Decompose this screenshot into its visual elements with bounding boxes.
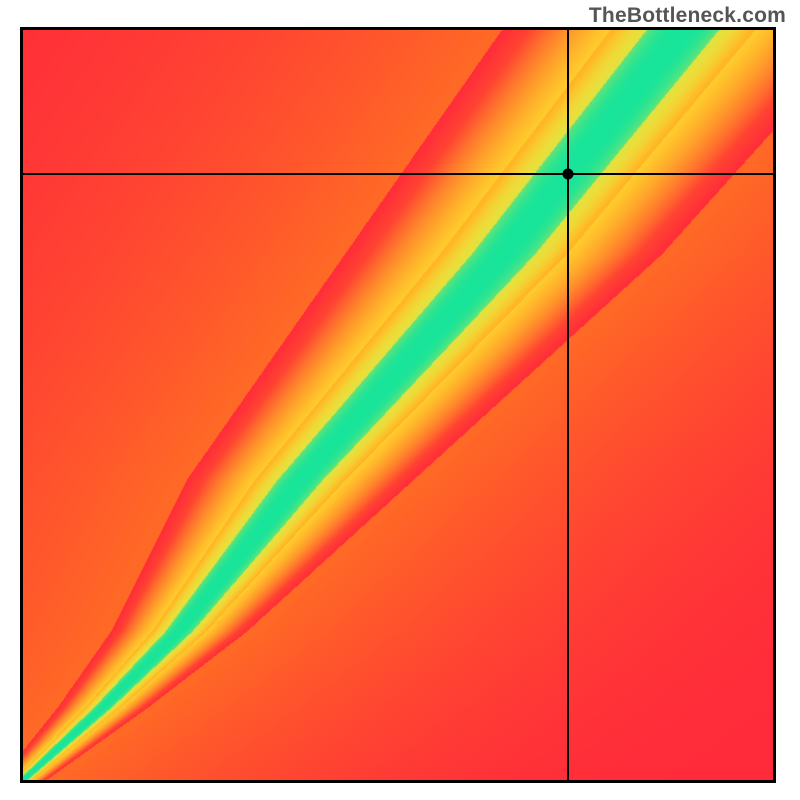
crosshair-vertical: [567, 27, 569, 783]
crosshair-horizontal: [20, 173, 776, 175]
watermark-text: TheBottleneck.com: [589, 4, 786, 28]
crosshair-marker: [563, 169, 574, 180]
heatmap-canvas: [20, 27, 776, 783]
chart-container: TheBottleneck.com: [0, 0, 800, 800]
heatmap-plot: [20, 27, 776, 783]
